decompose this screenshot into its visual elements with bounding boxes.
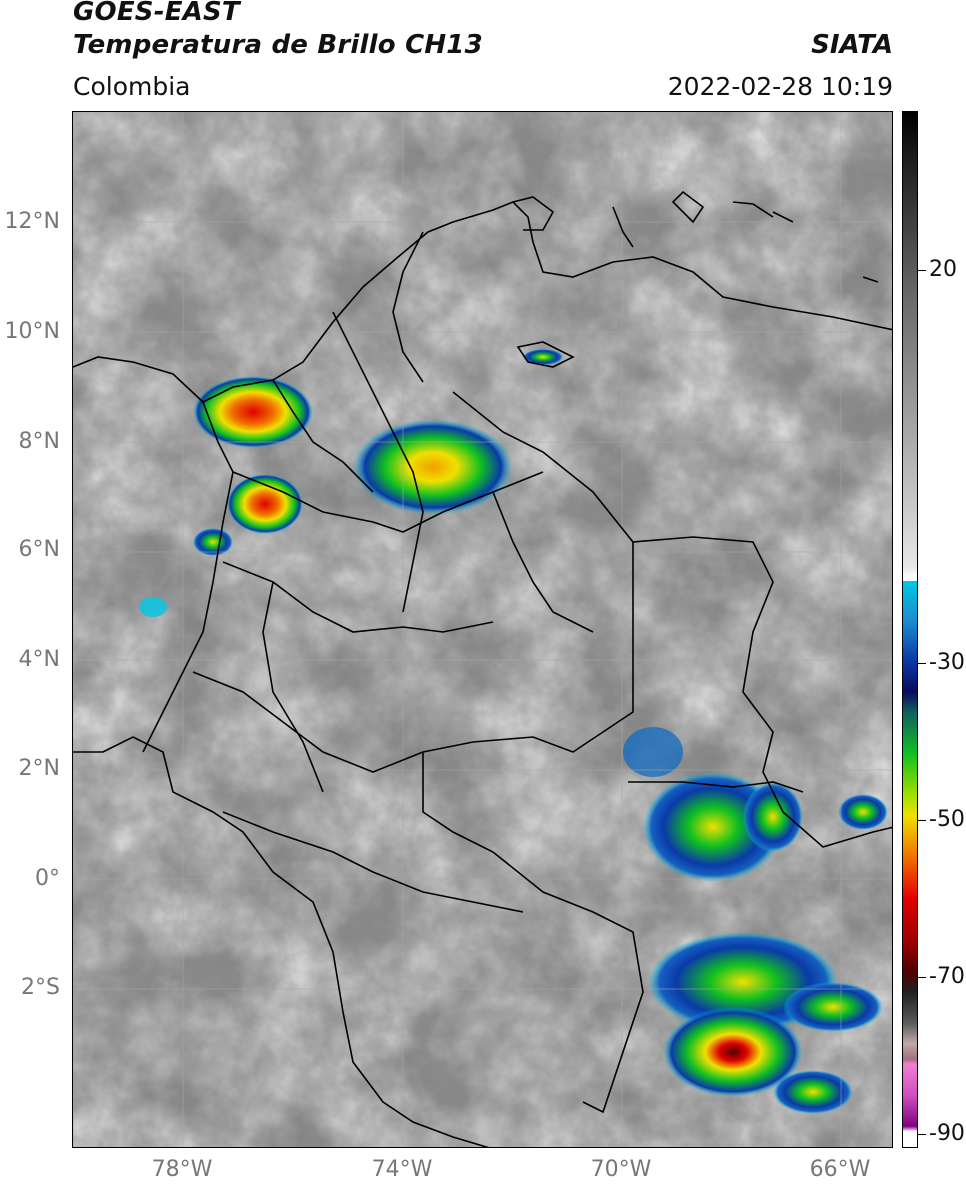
colorbar-label-m50: -50 [929,807,965,832]
colorbar [902,111,918,1148]
satellite-map [72,111,893,1148]
lat-label-6n: 6°N [18,537,60,562]
colorbar-label-20: 20 [929,257,957,282]
lat-label-2s: 2°S [21,975,60,1000]
convective-cells [139,349,888,1114]
lat-label-10n: 10°N [4,319,60,344]
colorbar-tick [918,270,926,271]
lat-label-2n: 2°N [18,756,60,781]
lon-label-70w: 70°W [590,1157,652,1182]
colorbar-tick [918,663,926,664]
lon-label-78w: 78°W [151,1157,213,1182]
map-canvas [73,112,892,1147]
colorbar-label-m70: -70 [929,964,965,989]
colorbar-tick [918,1134,926,1135]
lat-label-8n: 8°N [18,429,60,454]
lat-label-12n: 12°N [4,209,60,234]
satellite-title: GOES-EAST [73,0,240,27]
datetime-label: 2022-02-28 10:19 [667,72,893,101]
colorbar-tick [918,977,926,978]
lat-label-0: 0° [35,866,60,891]
borders [73,190,892,1147]
lat-label-4n: 4°N [18,647,60,672]
colorbar-label-m30: -30 [929,650,965,675]
region-label: Colombia [73,72,191,101]
colorbar-tick [918,820,926,821]
agency-label: SIATA [811,30,893,60]
colorbar-label-m90: -90 [929,1121,965,1146]
graticule [73,112,892,1147]
product-title: Temperatura de Brillo CH13 [73,30,483,60]
lon-label-74w: 74°W [371,1157,433,1182]
lon-label-66w: 66°W [809,1157,871,1182]
